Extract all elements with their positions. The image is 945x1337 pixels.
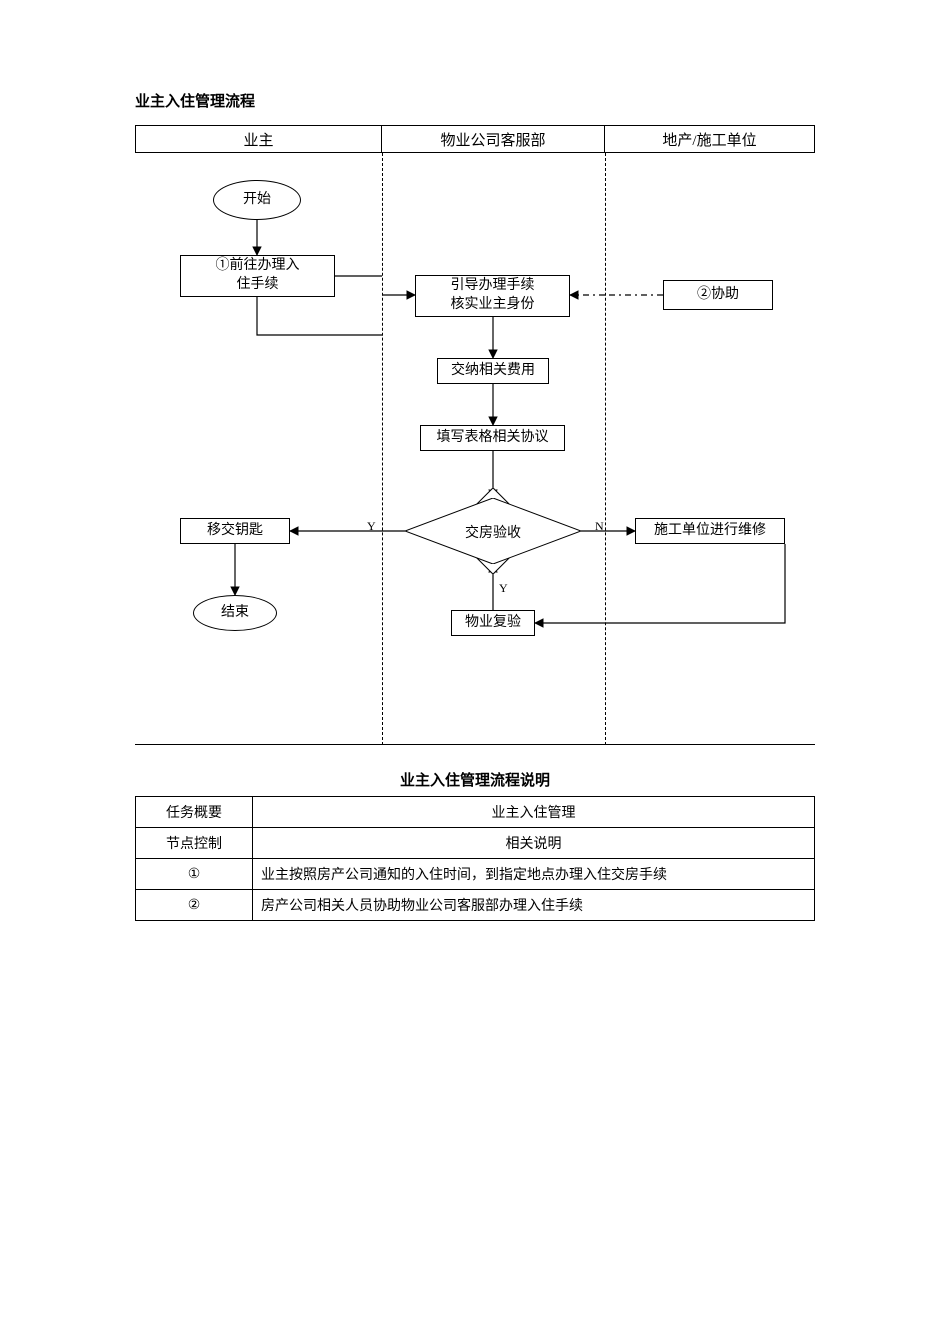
page-title: 业主入住管理流程 (135, 90, 815, 111)
flowchart-canvas: 业主 物业公司客服部 地产/施工单位 开始 ①前往办理入 住手续 ②协助 引导办… (135, 125, 815, 745)
node-inspect: 交房验收 (405, 498, 581, 564)
explain-v-0: 业主入住管理 (253, 797, 815, 828)
lane-divider-2 (605, 153, 606, 745)
explain-table: 任务概要 业主入住管理 节点控制 相关说明 ① 业主按照房产公司通知的入住时间，… (135, 796, 815, 921)
explain-title: 业主入住管理流程说明 (135, 769, 815, 790)
node-pay: 交纳相关费用 (437, 358, 549, 384)
explain-k-2: ① (136, 859, 253, 890)
node-recheck: 物业复验 (451, 610, 535, 636)
explain-v-3: 房产公司相关人员协助物业公司客服部办理入住手续 (253, 890, 815, 921)
node-assist: ②协助 (663, 280, 773, 310)
explain-v-2: 业主按照房产公司通知的入住时间，到指定地点办理入住交房手续 (253, 859, 815, 890)
explain-k-0: 任务概要 (136, 797, 253, 828)
node-start: 开始 (213, 180, 301, 220)
node-guide: 引导办理手续 核实业主身份 (415, 275, 570, 317)
node-end: 结束 (193, 595, 277, 631)
node-handover: 移交钥匙 (180, 518, 290, 544)
node-fill: 填写表格相关协议 (420, 425, 565, 451)
lane-header-developer: 地产/施工单位 (604, 125, 815, 153)
lane-divider-1 (382, 153, 383, 745)
lane-bottom-border (135, 744, 815, 745)
edge-label-n: N (595, 519, 604, 534)
explain-k-1: 节点控制 (136, 828, 253, 859)
edge-label-y2: Y (499, 581, 508, 596)
explain-v-1: 相关说明 (253, 828, 815, 859)
lane-header-property: 物业公司客服部 (381, 125, 605, 153)
node-step1: ①前往办理入 住手续 (180, 255, 335, 297)
edge-label-y1: Y (367, 519, 376, 534)
lane-header-owner: 业主 (135, 125, 382, 153)
node-repair: 施工单位进行维修 (635, 518, 785, 544)
explain-k-3: ② (136, 890, 253, 921)
